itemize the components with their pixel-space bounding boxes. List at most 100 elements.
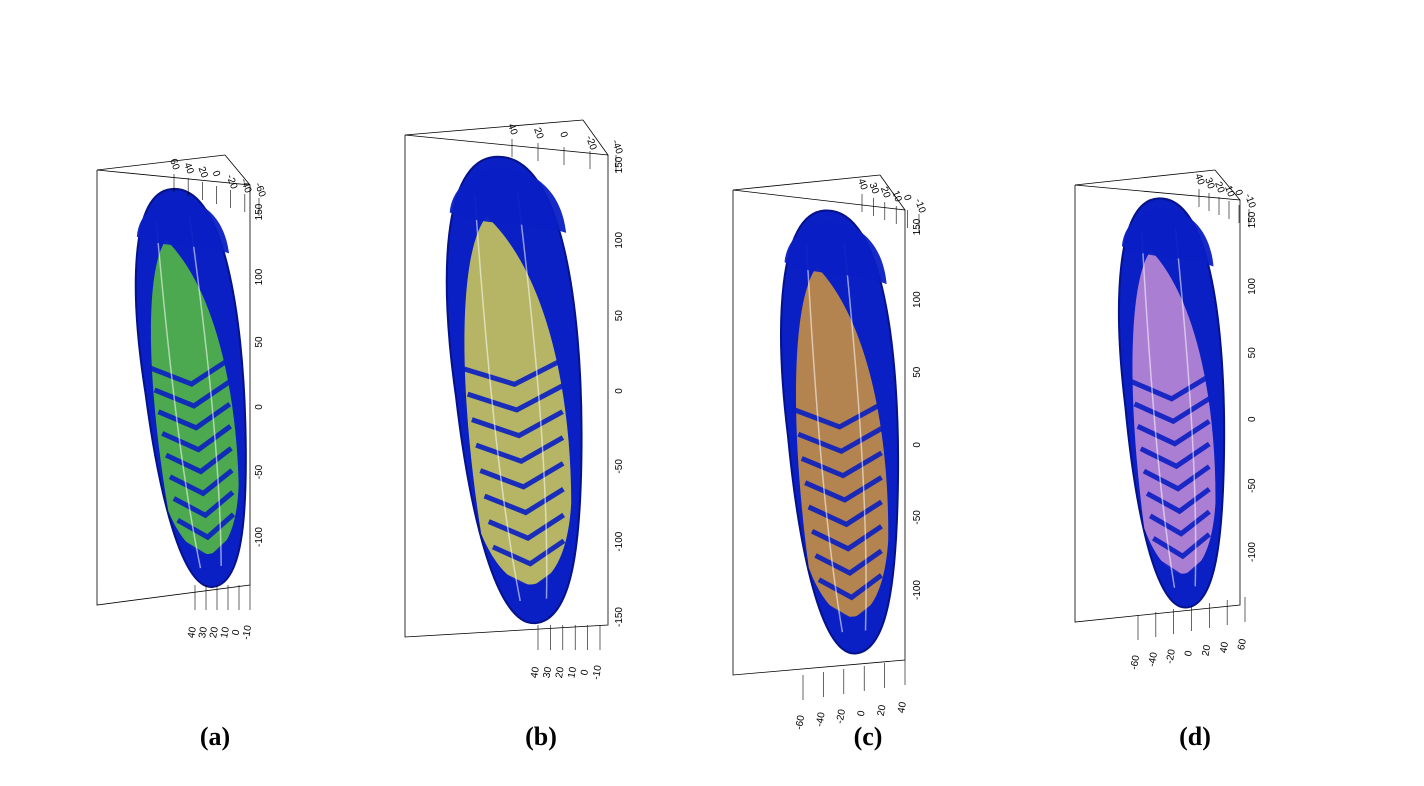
top-tick-label: 10	[1222, 184, 1236, 199]
caption-c: (c)	[853, 722, 883, 751]
bottom-tick-label: 60	[1236, 638, 1249, 651]
vertical-tick-label: 0	[254, 404, 265, 410]
bottom-tick-label: 0	[1183, 649, 1195, 657]
vertical-axis: 150 100 50 0 -50 -100	[254, 203, 265, 547]
bottom-tick-label: 20	[1200, 644, 1213, 657]
top-tick-label: 30	[867, 181, 881, 196]
vertical-tick-label: 0	[614, 388, 625, 394]
bottom-axis: -60 -40 -20 0 20 40 60	[1129, 597, 1249, 671]
top-tick-label: -10	[1242, 192, 1257, 210]
top-tick-label: -20	[224, 173, 239, 191]
bottom-tick-label: 30	[197, 626, 210, 639]
vertical-tick-label: -50	[254, 464, 265, 479]
bottom-tick-label: 30	[542, 666, 555, 679]
vertical-tick-label: 0	[912, 442, 923, 448]
top-tick-label: -40	[238, 177, 253, 195]
vertical-tick-label: 100	[614, 232, 625, 249]
plot-frame	[1074, 169, 1241, 623]
top-tick-label: 20	[196, 165, 210, 180]
bottom-tick-label: 0	[579, 668, 591, 676]
shoe-sole-render	[1118, 197, 1226, 609]
vertical-tick-label: 150	[912, 218, 923, 235]
bottom-tick-label: 20	[554, 666, 567, 679]
bottom-tick-label: 0	[856, 709, 868, 717]
top-axis: 60 40 20 0 -20-40-60	[167, 157, 268, 216]
vertical-tick-label: -50	[614, 459, 625, 474]
bottom-tick-label: 0	[231, 628, 243, 636]
top-tick-label: -40	[609, 138, 624, 156]
caption-d: (d)	[1179, 722, 1211, 751]
top-tick-label: 20	[878, 185, 892, 200]
bottom-tick-label: 20	[876, 704, 889, 717]
vertical-tick-label: -100	[1247, 542, 1258, 562]
bottom-tick-label: 40	[1218, 641, 1231, 654]
top-tick-label: 20	[531, 126, 545, 141]
top-tick-label: -10	[912, 197, 927, 215]
bottom-tick-label: 40	[896, 701, 909, 714]
top-tick-label: -20	[583, 134, 598, 152]
bottom-tick-label: -40	[814, 711, 827, 728]
bottom-tick-label: -10	[241, 624, 254, 641]
vertical-tick-label: -50	[1247, 478, 1258, 493]
plot-frame	[404, 119, 609, 638]
vertical-tick-label: -100	[614, 531, 625, 551]
top-tick-label: 30	[1202, 176, 1216, 191]
vertical-tick-label: 150	[614, 156, 625, 173]
shoe-sole-render	[445, 155, 583, 625]
top-tick-label: -60	[252, 181, 267, 199]
vertical-tick-label: 50	[254, 336, 265, 348]
vertical-tick-label: -50	[912, 510, 923, 525]
vertical-tick-label: -100	[254, 527, 265, 547]
vertical-tick-label: 100	[912, 291, 923, 308]
vertical-tick-label: 150	[1247, 211, 1258, 228]
bottom-tick-label: 20	[208, 626, 221, 639]
shoe-sole-render	[780, 209, 900, 655]
top-tick-label: 40	[855, 177, 869, 192]
vertical-tick-label: 150	[254, 203, 265, 220]
bottom-axis: -60 -40 -20 0 20 40	[794, 660, 909, 731]
top-tick-label: 0	[557, 130, 569, 139]
top-tick-label: 60	[167, 157, 181, 172]
top-tick-label: 0	[210, 169, 222, 178]
caption-a: (a)	[199, 722, 231, 751]
top-tick-label: 20	[1212, 180, 1226, 195]
bottom-tick-label: -20	[835, 708, 848, 725]
vertical-tick-label: -100	[912, 580, 923, 600]
bottom-tick-label: -20	[1165, 648, 1178, 665]
bottom-tick-label: -60	[794, 714, 807, 731]
caption-b: (b)	[525, 722, 557, 751]
top-axis: 40 20 0 -20 -40	[505, 122, 625, 173]
bottom-tick-label: 40	[186, 626, 199, 639]
bottom-tick-label: 10	[219, 626, 232, 639]
top-tick-label: 40	[505, 122, 519, 137]
bottom-tick-label: -10	[591, 664, 604, 681]
vertical-axis: 150 100 50 0 -50 -100	[912, 218, 923, 600]
top-tick-label: 0	[1232, 188, 1244, 197]
vertical-tick-label: 100	[254, 268, 265, 285]
bottom-tick-label: -60	[1129, 654, 1142, 671]
vertical-axis: 150 100 50 0 -50 -100 -150	[614, 156, 625, 627]
top-tick-label: 40	[181, 161, 195, 176]
shoe-sole-render	[134, 188, 247, 588]
vertical-tick-label: 50	[1247, 347, 1258, 359]
top-tick-label: 0	[901, 193, 913, 202]
vertical-tick-label: 50	[912, 366, 923, 378]
bottom-tick-label: -40	[1147, 651, 1160, 668]
vertical-tick-label: -150	[614, 607, 625, 627]
bottom-tick-label: 40	[529, 666, 542, 679]
top-tick-label: 40	[1192, 172, 1206, 187]
vertical-tick-label: 100	[1247, 278, 1258, 295]
vertical-tick-label: 50	[614, 310, 625, 322]
top-tick-label: 10	[889, 189, 903, 204]
vertical-tick-label: 0	[1247, 416, 1258, 422]
